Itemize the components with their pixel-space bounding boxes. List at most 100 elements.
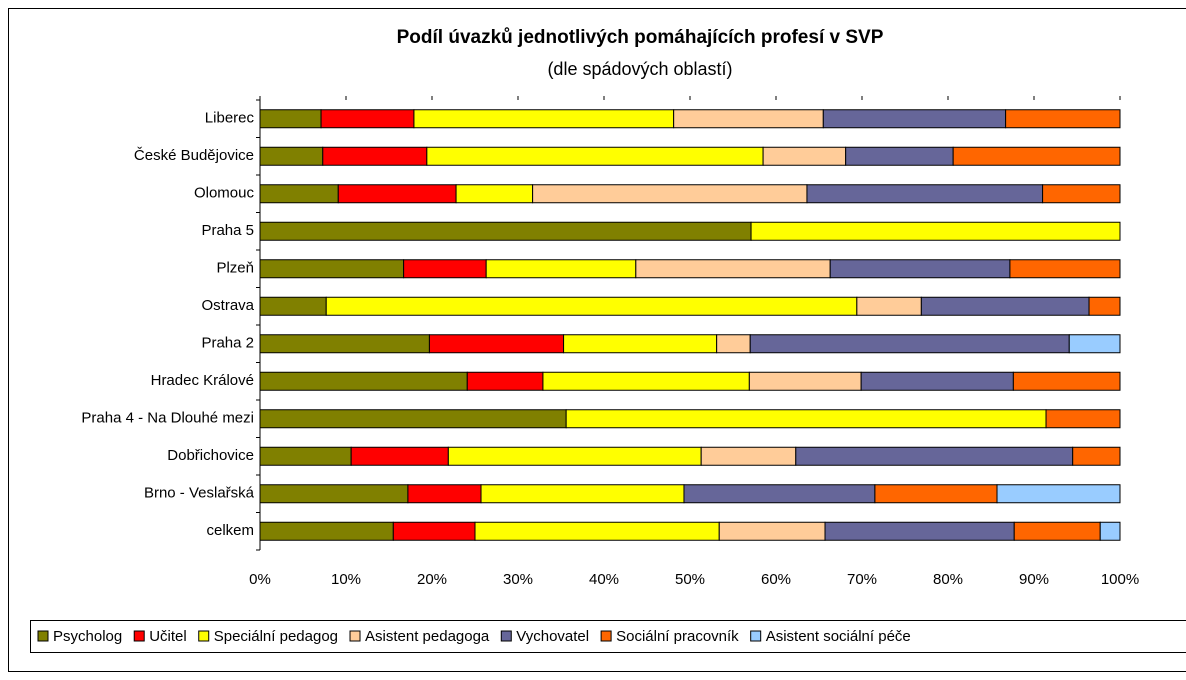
- bar-segment: [845, 146, 954, 166]
- y-tick-label: Brno - Veslařská: [144, 485, 255, 502]
- legend-label: Asistent pedagoga: [365, 628, 490, 645]
- bar-segment: [748, 371, 862, 391]
- x-tick-label: 20%: [417, 571, 447, 588]
- chart-subtitle: (dle spádových oblastí): [547, 59, 732, 79]
- legend-swatch: [133, 630, 145, 642]
- x-tick-label: 40%: [589, 571, 619, 588]
- bar-segment: [259, 221, 752, 241]
- legend-swatch: [198, 630, 210, 642]
- bar-segment: [806, 184, 1044, 204]
- bar-segment: [259, 296, 327, 316]
- bar-segment: [996, 484, 1121, 504]
- y-tick-label: Praha 4 - Na Dlouhé mezi: [81, 410, 254, 427]
- bar-segment: [259, 484, 409, 504]
- bar-segment: [824, 521, 1015, 541]
- bar-segment: [426, 146, 764, 166]
- bar-segment: [320, 109, 415, 129]
- y-tick-label: Liberec: [205, 110, 255, 127]
- legend-label: Učitel: [149, 628, 187, 645]
- legend-swatch: [500, 630, 512, 642]
- y-tick-label: celkem: [206, 522, 254, 539]
- bar-segment: [392, 521, 476, 541]
- bar-segment: [413, 109, 675, 129]
- bar-segment: [480, 484, 685, 504]
- bar-segment: [259, 109, 322, 129]
- y-tick-label: Praha 5: [201, 222, 254, 239]
- bar-segment: [762, 146, 847, 166]
- bar-segment: [474, 521, 720, 541]
- bar-segment: [700, 446, 797, 466]
- x-tick-label: 70%: [847, 571, 877, 588]
- bar-segment: [259, 146, 324, 166]
- bar-segment: [856, 296, 922, 316]
- bar-segment: [542, 371, 750, 391]
- bar-segment: [718, 521, 826, 541]
- bar-segment: [1005, 109, 1121, 129]
- x-tick-label: 80%: [933, 571, 963, 588]
- y-tick-label: Praha 2: [201, 335, 254, 352]
- bar-segment: [428, 334, 565, 354]
- y-tick-label: Dobřichovice: [167, 447, 254, 464]
- bar-segment: [259, 334, 430, 354]
- legend-label: Vychovatel: [516, 628, 589, 645]
- y-tick-label: České Budějovice: [134, 147, 254, 164]
- legend-swatch: [600, 630, 612, 642]
- bar-segment: [1009, 259, 1121, 279]
- bar-segment: [447, 446, 702, 466]
- legend-swatch: [750, 630, 762, 642]
- x-tick-label: 60%: [761, 571, 791, 588]
- bar-segment: [1072, 446, 1121, 466]
- bar-segment: [750, 221, 1121, 241]
- x-tick-label: 100%: [1101, 571, 1139, 588]
- bar-segment: [337, 184, 457, 204]
- x-tick-label: 50%: [675, 571, 705, 588]
- legend-label: Speciální pedagog: [214, 628, 338, 645]
- bar-segment: [563, 334, 718, 354]
- x-tick-label: 90%: [1019, 571, 1049, 588]
- bar-segment: [716, 334, 751, 354]
- bar-segment: [920, 296, 1090, 316]
- bar-segment: [259, 184, 339, 204]
- bar-segment: [466, 371, 544, 391]
- x-tick-label: 30%: [503, 571, 533, 588]
- bar-segment: [1042, 184, 1121, 204]
- y-tick-label: Hradec Králové: [151, 372, 254, 389]
- bar-segment: [259, 371, 468, 391]
- bar-segment: [350, 446, 449, 466]
- legend-swatch: [349, 630, 361, 642]
- y-tick-label: Olomouc: [194, 185, 255, 202]
- bar-segment: [683, 484, 876, 504]
- bar-segment: [407, 484, 482, 504]
- bar-segment: [749, 334, 1070, 354]
- bar-segment: [259, 259, 405, 279]
- x-tick-label: 10%: [331, 571, 361, 588]
- bar-segment: [874, 484, 998, 504]
- bar-segment: [485, 259, 637, 279]
- x-tick-label: 0%: [249, 571, 271, 588]
- legend-label: Psycholog: [53, 628, 122, 645]
- legend-label: Sociální pracovník: [616, 628, 739, 645]
- bar-segment: [1068, 334, 1121, 354]
- bar-segment: [1045, 409, 1121, 429]
- bar-segment: [403, 259, 487, 279]
- chart-title: Podíl úvazků jednotlivých pomáhajících p…: [397, 27, 884, 48]
- bar-segment: [860, 371, 1014, 391]
- bar-segment: [1012, 371, 1121, 391]
- bar-segment: [795, 446, 1074, 466]
- bar-segment: [635, 259, 831, 279]
- bar-segment: [952, 146, 1121, 166]
- bar-segment: [259, 446, 352, 466]
- legend-label: Asistent sociální péče: [766, 628, 911, 645]
- legend-swatch: [37, 630, 49, 642]
- bar-segment: [1099, 521, 1121, 541]
- bar-segment: [455, 184, 534, 204]
- bar-segment: [259, 409, 567, 429]
- y-tick-label: Ostrava: [201, 297, 254, 314]
- bar-segment: [532, 184, 808, 204]
- bar-segment: [829, 259, 1011, 279]
- bar-segment: [259, 521, 394, 541]
- bar-segment: [673, 109, 824, 129]
- bar-segment: [322, 146, 428, 166]
- bar-segment: [1013, 521, 1101, 541]
